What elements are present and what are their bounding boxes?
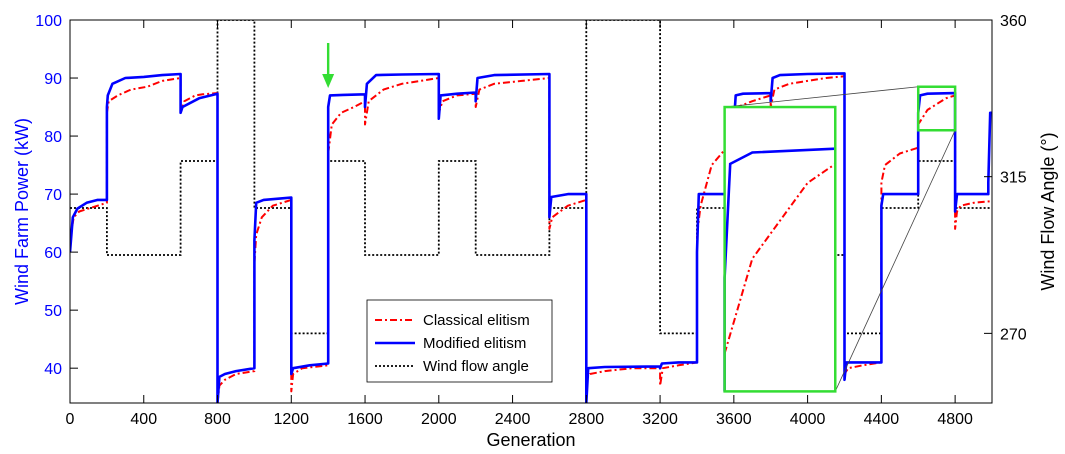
legend: Classical elitism Modified elitism Wind fl…	[366, 299, 553, 383]
y-left-tick-label: 70	[44, 187, 62, 204]
x-tick-label: 4000	[790, 411, 826, 428]
y-left-tick-label: 60	[44, 245, 62, 262]
zoom-connector-line	[834, 130, 956, 392]
zoom-connector-line	[724, 86, 919, 108]
y-left-tick-label: 80	[44, 129, 62, 146]
x-tick-label: 4800	[937, 411, 973, 428]
inset-series-classical-elitism	[723, 163, 836, 354]
series-layer	[70, 20, 992, 403]
annotation-layer	[322, 43, 957, 393]
legend-label-modified-elitism: Modified elitism	[423, 335, 526, 352]
x-axis-title: Generation	[486, 430, 575, 450]
axes-layer: 0 400 800 1200 1600 2000 2400 2800 3200 3600 4000 4…	[12, 13, 1058, 450]
series-line-classical-elitism	[70, 75, 992, 403]
y-right-axis-title: Wind Flow Angle (°)	[1038, 132, 1058, 290]
x-tick-label: 2000	[421, 411, 457, 428]
zoom-inset-box	[723, 105, 837, 393]
x-tick-label: 1200	[273, 411, 309, 428]
x-tick-label: 4400	[864, 411, 900, 428]
y-right-tick-label: 270	[1000, 326, 1027, 343]
x-tick-label: 3200	[642, 411, 678, 428]
y-left-axis-title: Wind Farm Power (kW)	[12, 118, 32, 305]
x-tick-label: 0	[66, 411, 75, 428]
y-right-tick-label: 315	[1000, 170, 1027, 187]
legend-box	[366, 299, 553, 383]
arrow-icon	[322, 74, 335, 88]
y-right-tick-label: 360	[1000, 13, 1027, 30]
y-left-tick-label: 50	[44, 303, 62, 320]
x-tick-label: 1600	[347, 411, 383, 428]
y-left-tick-label: 90	[44, 71, 62, 88]
legend-label-wind-flow-angle: Wind flow angle	[423, 358, 529, 375]
x-tick-label: 3600	[716, 411, 752, 428]
x-tick-label: 2400	[495, 411, 531, 428]
y-left-tick-label: 100	[35, 13, 62, 30]
x-tick-label: 2800	[569, 411, 605, 428]
y-left-tick-label: 40	[44, 361, 62, 378]
zoom-region-box	[916, 85, 957, 132]
zoom-inset-background	[724, 107, 836, 392]
plot-frame	[69, 19, 993, 404]
x-tick-label: 400	[130, 411, 157, 428]
x-tick-label: 800	[204, 411, 231, 428]
series-line-modified-elitism	[70, 72, 992, 403]
legend-label-classical-elitism: Classical elitism	[423, 312, 530, 329]
series-line-wind-flow-angle	[70, 20, 992, 335]
